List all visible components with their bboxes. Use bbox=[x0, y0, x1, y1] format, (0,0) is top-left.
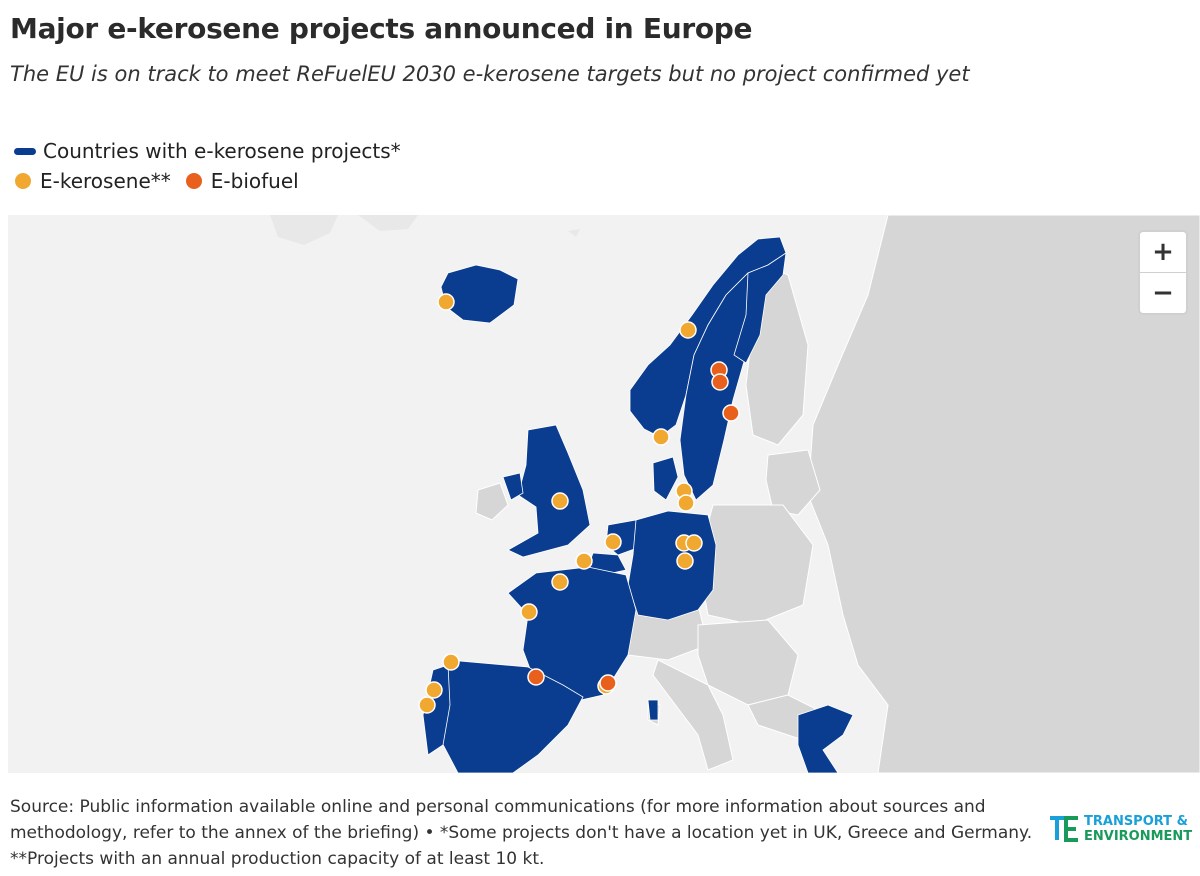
ebiofuel-point bbox=[527, 668, 545, 686]
ireland-shape bbox=[502, 472, 524, 501]
ekerosene-point bbox=[425, 681, 443, 699]
zoom-out-button[interactable]: − bbox=[1140, 272, 1186, 313]
countries-swatch-icon bbox=[14, 147, 36, 155]
germany-shape bbox=[627, 510, 717, 621]
zoom-in-button[interactable]: + bbox=[1152, 237, 1174, 267]
greenland-fragments bbox=[270, 215, 580, 245]
zoom-control: + − bbox=[1138, 230, 1188, 315]
ebiofuel-point bbox=[599, 674, 617, 692]
ekerosene-point bbox=[520, 603, 538, 621]
te-logo-icon bbox=[1050, 814, 1078, 844]
map[interactable] bbox=[8, 215, 1200, 773]
legend-ebiofuel-label[interactable]: E-biofuel bbox=[210, 169, 299, 193]
ebiofuel-point bbox=[722, 404, 740, 422]
ekerosene-point bbox=[685, 534, 703, 552]
legend-ekerosene-label[interactable]: E-kerosene** bbox=[40, 169, 171, 193]
te-logo: TRANSPORT & ENVIRONMENT bbox=[1050, 814, 1192, 844]
iceland-shape bbox=[440, 264, 519, 324]
ekerosene-point bbox=[418, 696, 436, 714]
ekerosene-point bbox=[677, 494, 695, 512]
ekerosene-point bbox=[551, 492, 569, 510]
ebiofuel-dot-icon bbox=[184, 172, 203, 190]
corsica-shape bbox=[647, 699, 659, 721]
ekerosene-dot-icon bbox=[14, 172, 32, 190]
legend-countries-label: Countries with e-kerosene projects* bbox=[43, 139, 401, 163]
ebiofuel-point bbox=[711, 373, 729, 391]
project-points bbox=[418, 293, 740, 714]
ekerosene-point bbox=[679, 321, 697, 339]
logo-line1: TRANSPORT & bbox=[1084, 814, 1188, 829]
finland-shape bbox=[733, 252, 787, 364]
ekerosene-point bbox=[575, 552, 593, 570]
legend-row-countries[interactable]: Countries with e-kerosene projects* bbox=[14, 136, 401, 166]
ekerosene-point bbox=[652, 428, 670, 446]
ekerosene-point bbox=[551, 573, 569, 591]
ekerosene-point bbox=[676, 552, 694, 570]
chart-title: Major e-kerosene projects announced in E… bbox=[10, 12, 753, 45]
ekerosene-point bbox=[604, 533, 622, 551]
legend-row-points: E-kerosene** E-biofuel bbox=[14, 166, 401, 196]
ekerosene-point bbox=[442, 653, 460, 671]
logo-line2: ENVIRONMENT bbox=[1084, 829, 1193, 844]
ekerosene-point bbox=[437, 293, 455, 311]
map-svg bbox=[270, 215, 1200, 773]
denmark-shape bbox=[652, 456, 679, 501]
chart-subtitle: The EU is on track to meet ReFuelEU 2030… bbox=[10, 62, 970, 86]
legend: Countries with e-kerosene projects* E-ke… bbox=[14, 136, 401, 196]
greece-shape bbox=[797, 704, 854, 773]
source-note: Source: Public information available onl… bbox=[10, 797, 1033, 869]
